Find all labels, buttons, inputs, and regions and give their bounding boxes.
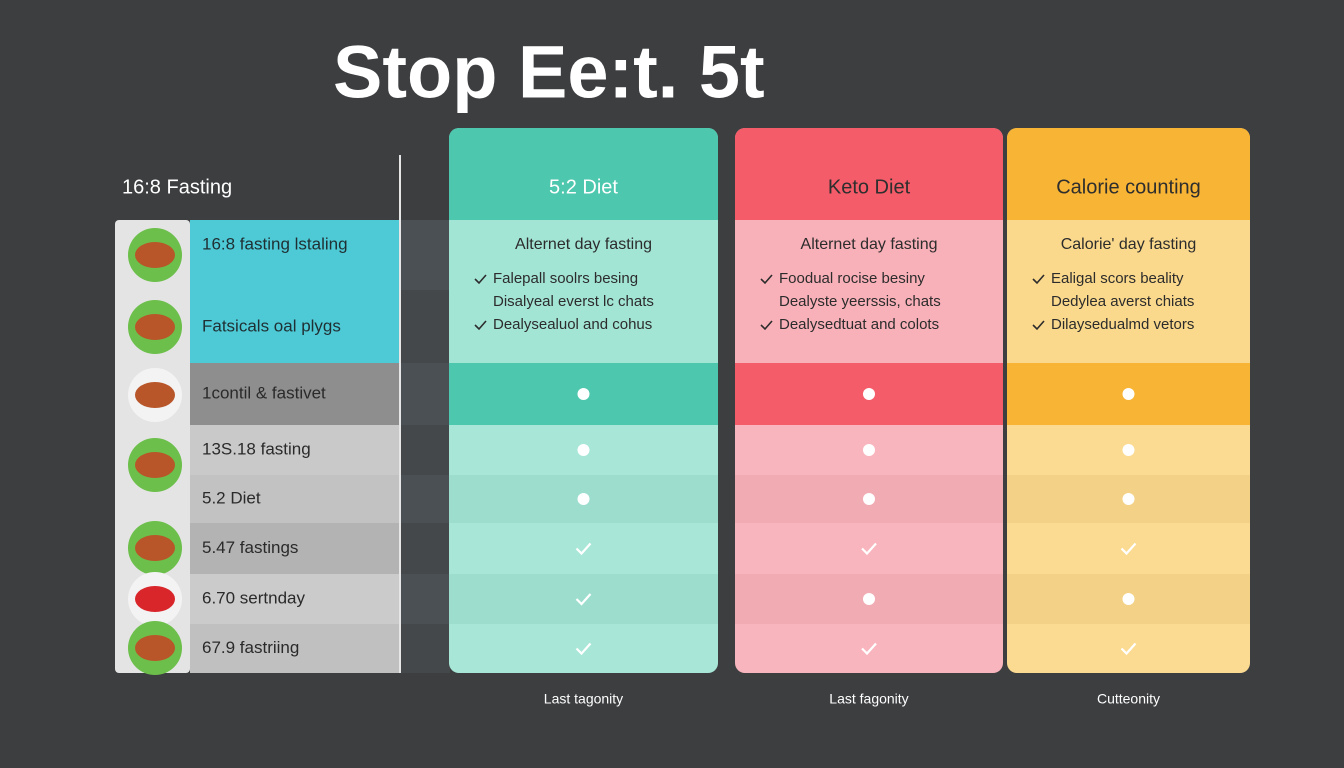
row-label: 1contil & fastivet [202,383,326,402]
food-icon [135,586,175,612]
row-label: 16:8 fasting lstaling [202,234,348,253]
dot-mark [1122,493,1135,505]
gap-stripe [400,624,450,673]
check-mark [861,542,877,556]
row-label: 13S.18 fasting [202,439,311,458]
row-background [190,363,400,425]
row-label: 6.70 sertnday [202,588,306,607]
left-header: 16:8 Fasting [122,176,232,198]
food-icon [135,452,175,478]
dot-mark [1122,593,1135,605]
gap-stripe [400,363,450,425]
cell-background [1007,523,1250,574]
column-header [735,128,1003,220]
cell-background [735,624,1003,673]
bullet-check [474,274,487,285]
cell-background [449,624,718,673]
column-header-text: Calorie counting [1056,176,1201,198]
cell-background [735,523,1003,574]
bullet-text: Dilaysedualmd vetors [1051,316,1194,333]
dot-mark [1122,444,1135,456]
gap-stripe [400,220,450,290]
dot-mark [863,493,875,505]
food-icon [135,242,175,268]
row-background [190,220,400,290]
cell-background [449,574,718,624]
check-mark [861,642,877,656]
food-icon [135,535,175,561]
row-background [190,574,400,624]
dot-mark [863,593,875,605]
bullet-text: Ealigal scors beality [1051,270,1184,287]
row-background [190,475,400,523]
bullet-text: Dealysealuol and cohus [493,316,652,333]
dot-mark [863,444,875,456]
bullet-check [760,320,773,331]
bullet-text: Disalyeal everst lc chats [493,293,654,310]
cell-background [1007,624,1250,673]
dot-mark [577,388,590,400]
title: Stop Ee:t. 5t [333,31,765,114]
column-footer: Cutteonity [1097,691,1160,707]
bullet-check [1032,274,1045,285]
gap-stripe [400,475,450,523]
food-icon [135,635,175,661]
bullet-check [1032,320,1045,331]
bullet-check [474,320,487,331]
row-label: 5.47 fastings [202,538,298,557]
gap-stripe [400,290,450,363]
bullet-check [760,274,773,285]
food-icon [135,382,175,408]
column-footer: Last tagonity [544,691,623,707]
dot-mark [863,388,875,400]
row-background [190,290,400,363]
gap-stripe [400,523,450,574]
column-header [449,128,718,220]
bullet-text: Foodual rocise besiny [779,270,925,287]
column-subtitle: Calorie' day fasting [1061,236,1197,253]
column-footer: Last fagonity [829,691,908,707]
bullet-text: Dedylea averst chiats [1051,293,1194,310]
gap-stripe [400,425,450,475]
bullet-text: Falepall soolrs besing [493,270,638,287]
food-icon [135,314,175,340]
column-header-text: Keto Diet [828,176,911,198]
column-header-text: 5:2 Diet [549,176,618,198]
column-subtitle: Alternet day fasting [515,236,652,253]
dot-mark [577,444,590,456]
gap-stripe [400,574,450,624]
dot-mark [1122,388,1135,400]
row-background [190,425,400,475]
column-subtitle: Alternet day fasting [801,236,938,253]
check-mark [1120,642,1137,656]
row-background [190,624,400,673]
row-label: 67.9 fastriing [202,638,299,657]
check-mark [575,593,592,606]
row-label: 5.2 Diet [202,488,261,507]
bullet-text: Dealyste yeerssis, chats [779,293,941,310]
check-mark [1120,542,1137,556]
check-mark [575,542,592,556]
bullet-text: Dealysedtuat and colots [779,316,939,333]
cell-background [449,523,718,574]
dot-mark [577,493,590,505]
check-mark [575,642,592,656]
row-label: Fatsicals oal plygs [202,316,341,335]
row-background [190,523,400,574]
column-header [1007,128,1250,220]
